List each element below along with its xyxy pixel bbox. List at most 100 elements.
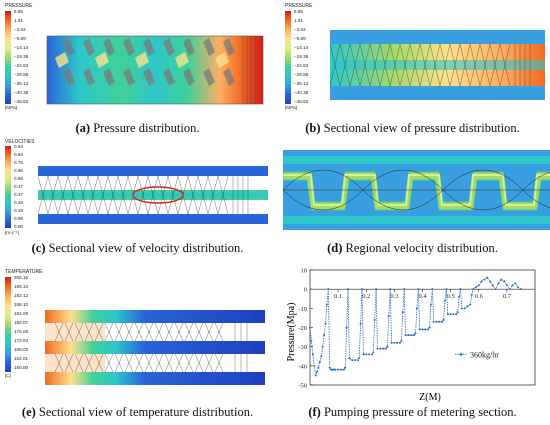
x-tick-label: 0.1 xyxy=(334,293,342,300)
caption-a: (a) Pressure distribution. xyxy=(0,121,275,136)
data-point xyxy=(372,351,375,354)
legend-tick: 0.28 xyxy=(14,200,23,205)
caption-text: Sectional view of temperature distributi… xyxy=(35,405,254,419)
legend-unit: [C] xyxy=(5,373,11,378)
legend-tick: 0.00 xyxy=(14,224,23,229)
data-point xyxy=(389,288,392,291)
legend-tick: 0.47 xyxy=(14,184,23,189)
data-point xyxy=(458,295,461,298)
data-point xyxy=(428,326,431,329)
caption-label: (d) xyxy=(327,241,343,255)
y-tick-label: 10 xyxy=(301,268,308,275)
legend-tick: 0.94 xyxy=(14,144,23,149)
legend-tick: −3.64 xyxy=(14,27,26,32)
data-point xyxy=(432,320,435,323)
caption-text: Sectional view of pressure distribution. xyxy=(320,121,520,135)
legend-tick: −45.63 xyxy=(14,99,29,104)
data-point xyxy=(444,299,446,302)
legend-tick: 180.07 xyxy=(14,320,29,325)
data-point xyxy=(463,307,466,310)
data-point xyxy=(365,353,368,356)
data-point xyxy=(403,288,406,291)
velocity-section-view xyxy=(38,166,268,224)
figure-f: 10 0 -10 -20 -30 -40 -50 0.1 0.2 0.3 0.4 0.5 0.6 0.7 3… xyxy=(275,260,550,425)
legend-tick: 1.61 xyxy=(14,18,23,23)
data-point xyxy=(431,288,434,291)
data-point xyxy=(375,288,378,291)
y-tick-label: -10 xyxy=(298,306,307,313)
legend-tick: −14.14 xyxy=(294,45,309,50)
legend-tick: 192.12 xyxy=(14,293,29,298)
legend-tick: 160.00 xyxy=(14,365,29,370)
legend-title: TEMPERATURE xyxy=(5,269,43,275)
data-point xyxy=(489,280,491,283)
data-point xyxy=(311,353,314,356)
figure-a: PRESSURE 6.86 1.61 −3.64 −8.89 −14.14 −1… xyxy=(0,0,275,140)
legend-title: VELOCITIES xyxy=(5,139,35,145)
legend-tick: −8.89 xyxy=(14,36,26,41)
data-point xyxy=(317,366,320,369)
legend-tick: 0.75 xyxy=(14,160,23,165)
data-point xyxy=(500,278,503,281)
y-tick-label: -30 xyxy=(298,344,307,351)
data-point xyxy=(418,328,421,331)
data-point xyxy=(415,307,418,310)
legend-tick: −45.63 xyxy=(294,99,309,104)
data-point xyxy=(309,326,311,329)
legend-tick: −19.39 xyxy=(14,54,29,59)
data-point xyxy=(417,288,420,291)
data-point xyxy=(442,318,445,321)
data-point xyxy=(362,353,365,356)
data-point xyxy=(497,282,500,285)
data-point xyxy=(399,341,401,344)
data-point xyxy=(407,334,410,337)
regional-velocity-view xyxy=(283,150,550,230)
pressure-legend-a: PRESSURE 6.86 1.61 −3.64 −8.89 −14.14 −1… xyxy=(5,4,45,114)
data-point xyxy=(370,353,373,356)
data-point xyxy=(339,368,342,371)
data-point xyxy=(379,347,382,350)
data-point xyxy=(452,313,455,316)
data-point xyxy=(373,318,376,321)
caption-c: (c) Sectional view of velocity distribut… xyxy=(0,241,275,256)
data-point xyxy=(427,328,430,331)
legend-tick: −24.63 xyxy=(294,63,309,68)
legend-unit: [m s⁻¹] xyxy=(5,230,19,235)
data-point xyxy=(358,357,361,360)
data-point xyxy=(491,284,494,287)
velocity-legend: VELOCITIES 0.94 0.84 0.75 0.66 0.56 0.47… xyxy=(5,140,45,240)
data-point xyxy=(508,288,511,291)
figure-b: PRESSURE 6.86 1.61 −3.64 −8.89 −14.14 −1… xyxy=(275,0,550,140)
temperature-legend: TEMPERATURE 200.15 196.13 192.12 188.10 … xyxy=(5,270,45,390)
data-point xyxy=(486,276,489,279)
data-point xyxy=(435,320,438,323)
series-line xyxy=(309,277,522,376)
data-point xyxy=(387,315,390,317)
data-point xyxy=(359,322,362,325)
legend-tick: −19.39 xyxy=(294,54,309,59)
legend-tick: −29.88 xyxy=(294,72,309,77)
data-point xyxy=(320,355,323,358)
caption-label: (e) xyxy=(21,405,36,419)
data-point xyxy=(470,293,473,296)
data-point xyxy=(318,361,321,363)
data-point xyxy=(466,305,469,308)
data-point xyxy=(472,288,475,291)
data-point xyxy=(449,313,452,316)
legend-tick: 0.37 xyxy=(14,192,23,197)
caption-b: (b) Sectional view of pressure distribut… xyxy=(275,121,550,136)
legend-tick: −8.89 xyxy=(294,36,306,41)
pumping-pressure-chart: 10 0 -10 -20 -30 -40 -50 0.1 0.2 0.3 0.4 0.5 0.6 0.7 3… xyxy=(286,268,536,402)
legend-label: 360kg/hr xyxy=(470,350,499,359)
data-point xyxy=(361,288,364,291)
data-point xyxy=(323,334,326,337)
data-point xyxy=(446,313,449,316)
data-point xyxy=(328,366,331,369)
data-point xyxy=(368,353,371,356)
data-point xyxy=(348,357,351,360)
data-point xyxy=(310,339,313,342)
legend-tick: 0.19 xyxy=(14,208,23,213)
highlight-ellipse xyxy=(132,186,184,204)
data-point xyxy=(356,359,359,362)
y-tick-label: -20 xyxy=(298,325,307,332)
